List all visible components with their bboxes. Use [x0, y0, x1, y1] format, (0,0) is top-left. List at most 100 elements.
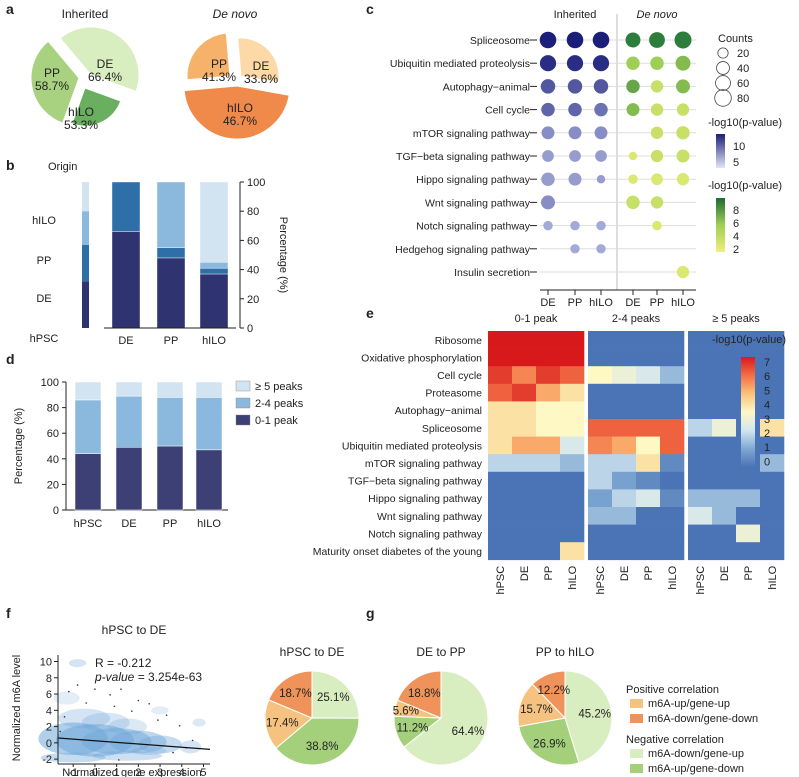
panel-label-e: e [366, 305, 374, 321]
heat-e-cell [560, 348, 585, 367]
scatter-f-point [68, 690, 70, 693]
heat-e-cell [636, 454, 661, 473]
pie-g-title-2: PP to hILO [536, 645, 594, 659]
heat-e-group-0: 0-1 peak [515, 313, 558, 325]
dot-c-row-label: Autophagy−animal [443, 81, 530, 93]
dot-c-point [626, 195, 640, 210]
dot-c-col-label-3: DE [625, 297, 640, 309]
legend-d-label-1: 2-4 peaks [255, 398, 304, 410]
heat-e-cell [488, 383, 513, 402]
bar-d-DE-2-4 peaks [115, 395, 143, 448]
heat-e-cell [660, 454, 685, 473]
scatter-f-point [172, 751, 174, 754]
heat-e-cell [712, 366, 737, 385]
dot-c-size-legend-label-80: 80 [737, 93, 749, 105]
dot-c-point [650, 56, 664, 70]
dot-c-col-label-2: hILO [589, 297, 613, 309]
heat-e-group-1: 2-4 peaks [612, 313, 661, 325]
heat-e-cell [488, 331, 513, 349]
heat-e-cell [512, 524, 537, 543]
dot-c-color-legend-1-tick: 5 [733, 157, 739, 169]
heat-e-cell [588, 348, 613, 367]
axis-f-xlabel: Normalized gene expression [62, 767, 201, 777]
heat-e-cell [712, 331, 737, 349]
dot-c-row-label: Hippo signaling pathway [416, 174, 531, 186]
pie-a-value-0-1: 66.4% [88, 70, 122, 84]
dot-c-point [628, 174, 638, 184]
ticklabel-d-40: 40 [47, 454, 59, 466]
ticklabel-d-60: 60 [47, 428, 59, 440]
heat-e-cell [636, 436, 661, 455]
pie-g-label-1-2: 5.6% [393, 705, 419, 717]
heat-e-cell [560, 507, 585, 525]
heat-e-cell [712, 454, 737, 473]
scatter-f-point [120, 688, 122, 690]
dot-c-point [652, 220, 662, 231]
heat-e-row-label: Notch signaling pathway [368, 528, 483, 540]
heat-e-cell [536, 524, 561, 543]
heat-e-cell [712, 401, 737, 420]
pie-g-label-0-1: 38.8% [306, 741, 339, 753]
heat-e-cell [660, 436, 685, 455]
scatter-f-point [63, 716, 66, 718]
ticklabel-f-y-8: 8 [46, 673, 52, 685]
pie-a-slice-1-PP [186, 32, 231, 81]
dot-c-color-legend-1-bar [716, 134, 725, 168]
legend-g-swatch-2 [630, 749, 643, 758]
heat-e-cell [760, 542, 785, 561]
heat-e-cell [488, 489, 513, 508]
heat-e-cell [660, 348, 685, 367]
heat-e-cell [488, 419, 513, 437]
bar-d-PP-2-4 peaks [156, 397, 184, 447]
heat-e-col-label: DE [519, 566, 531, 581]
dot-c-point [674, 31, 692, 49]
scatter-f-annotation-p: p-value = 3.254e-63 [94, 670, 202, 684]
heat-e-cell [660, 542, 685, 561]
heat-e-cell [512, 348, 537, 367]
pie-g-slice-0-1 [275, 717, 360, 766]
heat-e-cell [688, 489, 713, 508]
heat-e-cell [712, 471, 737, 490]
bar-d-xlabel-hPSC: hPSC [74, 518, 103, 530]
heat-e-col-label: DE [619, 566, 631, 581]
dot-c-point [626, 103, 640, 117]
heat-e-row-label: Maturity onset diabetes of the young [313, 546, 482, 558]
pie-a-slice-1-hILO [183, 85, 290, 140]
scatter-f-density [58, 708, 111, 729]
dot-c-point [569, 150, 581, 162]
dot-c-color-legend-2-tick: 8 [733, 205, 739, 217]
bar-d-xlabel-DE: DE [121, 518, 136, 530]
scatter-f-point [109, 694, 111, 696]
pie-a-label-1-0: PP [211, 57, 227, 71]
pie-g-label-1-0: 64.4% [452, 726, 485, 738]
heat-e-cell [536, 436, 561, 455]
heat-e-cell [660, 401, 685, 420]
heat-e-cell [760, 331, 785, 349]
scatter-f-point [178, 724, 181, 727]
heat-e-cell [588, 489, 613, 508]
heat-e-cell [560, 524, 585, 543]
dot-c-col-label-4: PP [650, 297, 665, 309]
pie-a-label-1-2: hILO [227, 101, 253, 115]
heat-e-cell [536, 366, 561, 385]
bar-b-DE-hPSC [111, 231, 141, 329]
heat-e-row-label: Autophagy−animal [395, 405, 482, 417]
heat-e-cell [588, 366, 613, 385]
heat-e-group-2: ≥ 5 peaks [712, 313, 760, 325]
dot-c-color-legend-2-tick: 4 [733, 231, 739, 243]
heat-e-cell [760, 419, 785, 437]
heat-e-cell [688, 524, 713, 543]
dot-c-point [676, 126, 690, 140]
heat-e-row-label: Oxidative phosphorylation [361, 352, 482, 364]
bar-b-hILO-hILO [199, 181, 229, 263]
heat-e-cell [536, 419, 561, 437]
origin-label-PP: PP [37, 255, 52, 267]
bar-d-hPSC-≥ 5 peaks [74, 381, 102, 401]
bar-b-xlabel-hILO: hILO [202, 335, 226, 347]
heat-e-cell [560, 383, 585, 402]
legend-g-swatch-3 [630, 764, 643, 773]
dot-c-point [649, 32, 665, 48]
legend-d-swatch-2 [235, 414, 251, 426]
dot-c-point [676, 103, 690, 116]
dot-c-point [568, 102, 582, 117]
